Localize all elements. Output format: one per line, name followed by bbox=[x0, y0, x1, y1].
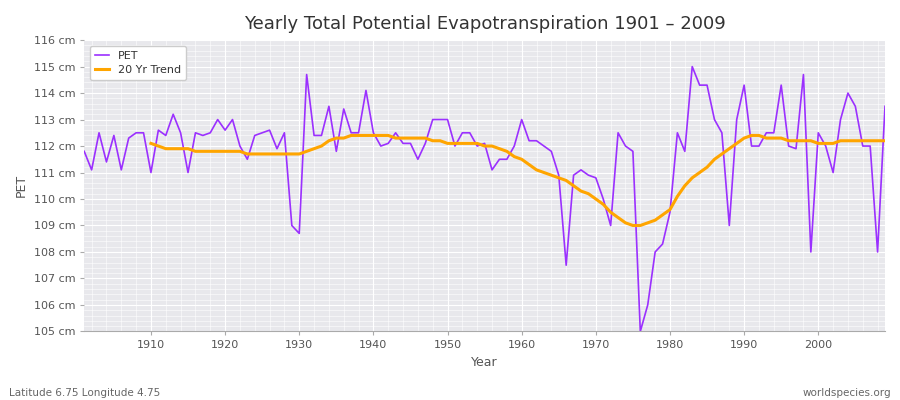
PET bbox=[606, 223, 616, 228]
PET bbox=[879, 104, 890, 109]
PET bbox=[634, 329, 645, 334]
Title: Yearly Total Potential Evapotranspiration 1901 – 2009: Yearly Total Potential Evapotranspiratio… bbox=[244, 15, 725, 33]
PET bbox=[79, 149, 90, 154]
20 Yr Trend bbox=[627, 223, 638, 228]
Text: Latitude 6.75 Longitude 4.75: Latitude 6.75 Longitude 4.75 bbox=[9, 388, 160, 398]
PET bbox=[138, 130, 148, 135]
20 Yr Trend bbox=[286, 152, 297, 156]
20 Yr Trend bbox=[879, 138, 890, 143]
PET bbox=[302, 72, 312, 77]
PET bbox=[687, 64, 698, 69]
20 Yr Trend bbox=[858, 138, 868, 143]
PET bbox=[517, 117, 527, 122]
20 Yr Trend bbox=[590, 197, 601, 202]
20 Yr Trend bbox=[316, 144, 327, 148]
Y-axis label: PET: PET bbox=[15, 174, 28, 197]
X-axis label: Year: Year bbox=[472, 356, 498, 369]
Legend: PET, 20 Yr Trend: PET, 20 Yr Trend bbox=[90, 46, 186, 80]
Text: worldspecies.org: worldspecies.org bbox=[803, 388, 891, 398]
20 Yr Trend bbox=[346, 133, 356, 138]
Line: PET: PET bbox=[85, 66, 885, 332]
20 Yr Trend bbox=[835, 138, 846, 143]
20 Yr Trend bbox=[146, 141, 157, 146]
Line: 20 Yr Trend: 20 Yr Trend bbox=[151, 136, 885, 226]
PET bbox=[346, 130, 356, 135]
PET bbox=[508, 144, 519, 148]
20 Yr Trend bbox=[531, 168, 542, 172]
